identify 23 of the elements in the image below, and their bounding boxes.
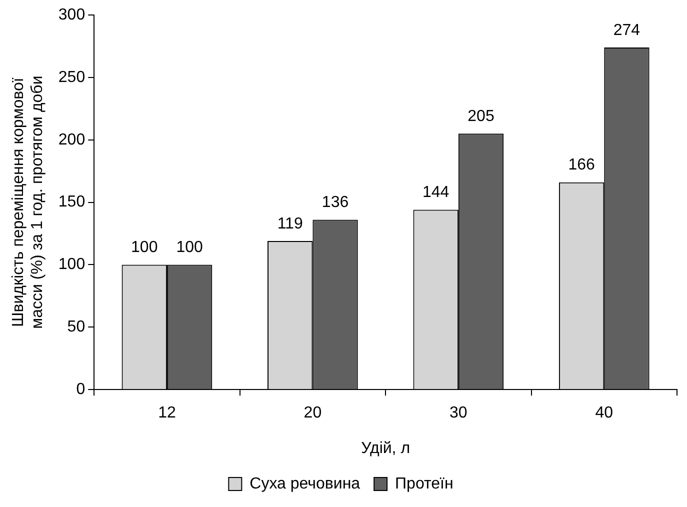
x-tick-label: 30 xyxy=(450,404,468,422)
data-label: 166 xyxy=(568,156,595,174)
data-label: 119 xyxy=(277,215,303,232)
data-label: 136 xyxy=(322,194,349,212)
x-axis-title: Удій, л xyxy=(361,440,410,457)
legend-label: Суха речовина xyxy=(250,475,360,492)
data-label: 100 xyxy=(131,239,158,256)
x-tick-label: 40 xyxy=(595,404,614,422)
x-tick-label: 20 xyxy=(304,404,322,422)
y-tick-label: 150 xyxy=(58,194,86,211)
data-label: 100 xyxy=(176,239,203,256)
data-label: 205 xyxy=(468,108,494,126)
x-tick-label: 12 xyxy=(158,404,176,422)
y-axis-title: Швидкість переміщення кормової масси (%) за 1 год. протягом доби xyxy=(10,76,46,329)
data-label: 144 xyxy=(422,184,450,202)
legend-label: Протеїн xyxy=(395,475,454,492)
y-tick-label: 300 xyxy=(58,6,86,24)
y-tick-label: 100 xyxy=(58,256,86,274)
data-label: 274 xyxy=(613,22,640,39)
y-tick-label: 50 xyxy=(67,318,86,336)
y-tick-label: 0 xyxy=(76,381,86,398)
y-tick-label: 250 xyxy=(58,68,86,86)
y-tick-label: 200 xyxy=(58,131,86,148)
